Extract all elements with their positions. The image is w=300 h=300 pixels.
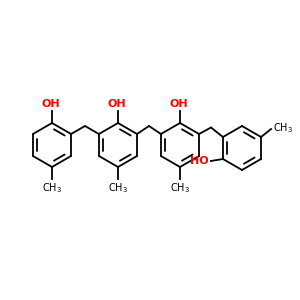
Text: OH: OH xyxy=(170,99,188,109)
Text: OH: OH xyxy=(108,99,126,109)
Text: HO: HO xyxy=(190,156,209,166)
Text: OH: OH xyxy=(42,99,60,109)
Text: CH$_3$: CH$_3$ xyxy=(42,181,62,195)
Text: CH$_3$: CH$_3$ xyxy=(273,121,293,135)
Text: CH$_3$: CH$_3$ xyxy=(108,181,128,195)
Text: CH$_3$: CH$_3$ xyxy=(170,181,190,195)
